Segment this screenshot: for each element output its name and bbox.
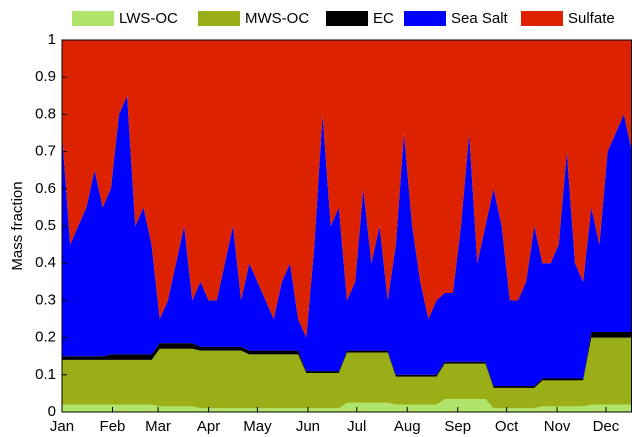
x-tick-label: Jul <box>347 418 366 435</box>
x-tick-label: Apr <box>197 418 220 435</box>
x-tick-label: Nov <box>544 418 571 435</box>
y-tick-label: 0 <box>48 403 56 420</box>
y-tick-label: 0.7 <box>35 143 56 160</box>
y-tick-label: 0.6 <box>35 180 56 197</box>
y-tick-label: 0.1 <box>35 366 56 383</box>
legend-swatch <box>198 11 240 26</box>
y-tick-label: 0.4 <box>35 254 56 271</box>
x-tick-label: Aug <box>394 418 421 435</box>
area <box>62 95 632 386</box>
x-tick-label: Oct <box>495 418 519 435</box>
x-tick-label: Sep <box>444 418 471 435</box>
x-tick-label: Dec <box>593 418 620 435</box>
x-tick-label: Feb <box>100 418 126 435</box>
x-tick-label: May <box>243 418 272 435</box>
legend-label: Sulfate <box>568 10 615 27</box>
y-tick-label: 0.9 <box>35 68 56 85</box>
x-tick-label: Jun <box>296 418 320 435</box>
legend-label: EC <box>373 10 394 27</box>
legend-label: MWS-OC <box>245 10 309 27</box>
y-tick-label: 0.5 <box>35 217 56 234</box>
area <box>62 337 632 409</box>
y-tick-label: 0.3 <box>35 291 56 308</box>
legend-label: LWS-OC <box>119 10 178 27</box>
legend-label: Sea Salt <box>451 10 509 27</box>
area <box>62 398 632 412</box>
legend-swatch <box>72 11 114 26</box>
y-axis-label: Mass fraction <box>9 181 26 270</box>
x-tick-label: Jan <box>50 418 74 435</box>
x-tick-label: Mar <box>145 418 171 435</box>
legend-swatch <box>521 11 563 26</box>
legend-swatch <box>404 11 446 26</box>
y-tick-label: 0.8 <box>35 105 56 122</box>
area <box>62 40 632 338</box>
y-tick-label: 0.2 <box>35 329 56 346</box>
legend-swatch <box>326 11 368 26</box>
y-tick-label: 1 <box>48 31 56 48</box>
